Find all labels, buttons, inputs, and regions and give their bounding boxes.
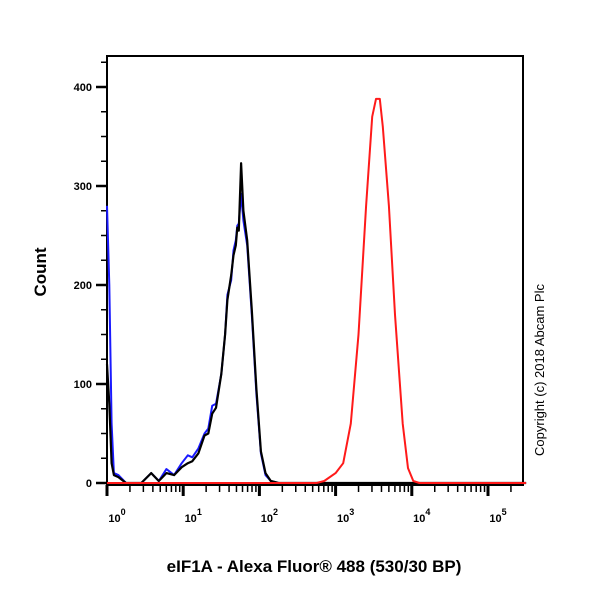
y-tick-label: 300 [74,181,92,193]
y-axis-title: Count [31,247,50,296]
x-tick-label: 102 [261,507,278,525]
x-axis-title: eIF1A - Alexa Fluor® 488 (530/30 BP) [167,557,462,576]
x-tick-label: 101 [185,507,202,525]
x-tick-label: 104 [413,507,430,525]
plot-frame [106,55,524,486]
x-tick-label: 105 [489,507,506,525]
black-histogram-line [105,162,527,485]
y-tick-label: 100 [74,379,92,391]
copyright-text: Copyright (c) 2018 Abcam Plc [532,284,547,456]
y-tick-label: 200 [74,280,92,292]
x-axis: 100 101 102 103 104 105 [105,485,512,525]
x-tick-label: 100 [108,507,125,525]
y-tick-label: 0 [86,478,92,490]
y-tick-label: 400 [74,82,92,94]
blue-histogram-line [106,192,527,484]
red-histogram-line [107,97,527,484]
y-axis: 0 100 200 300 400 [74,61,107,490]
series-group [105,97,527,485]
x-tick-label: 103 [337,507,354,525]
